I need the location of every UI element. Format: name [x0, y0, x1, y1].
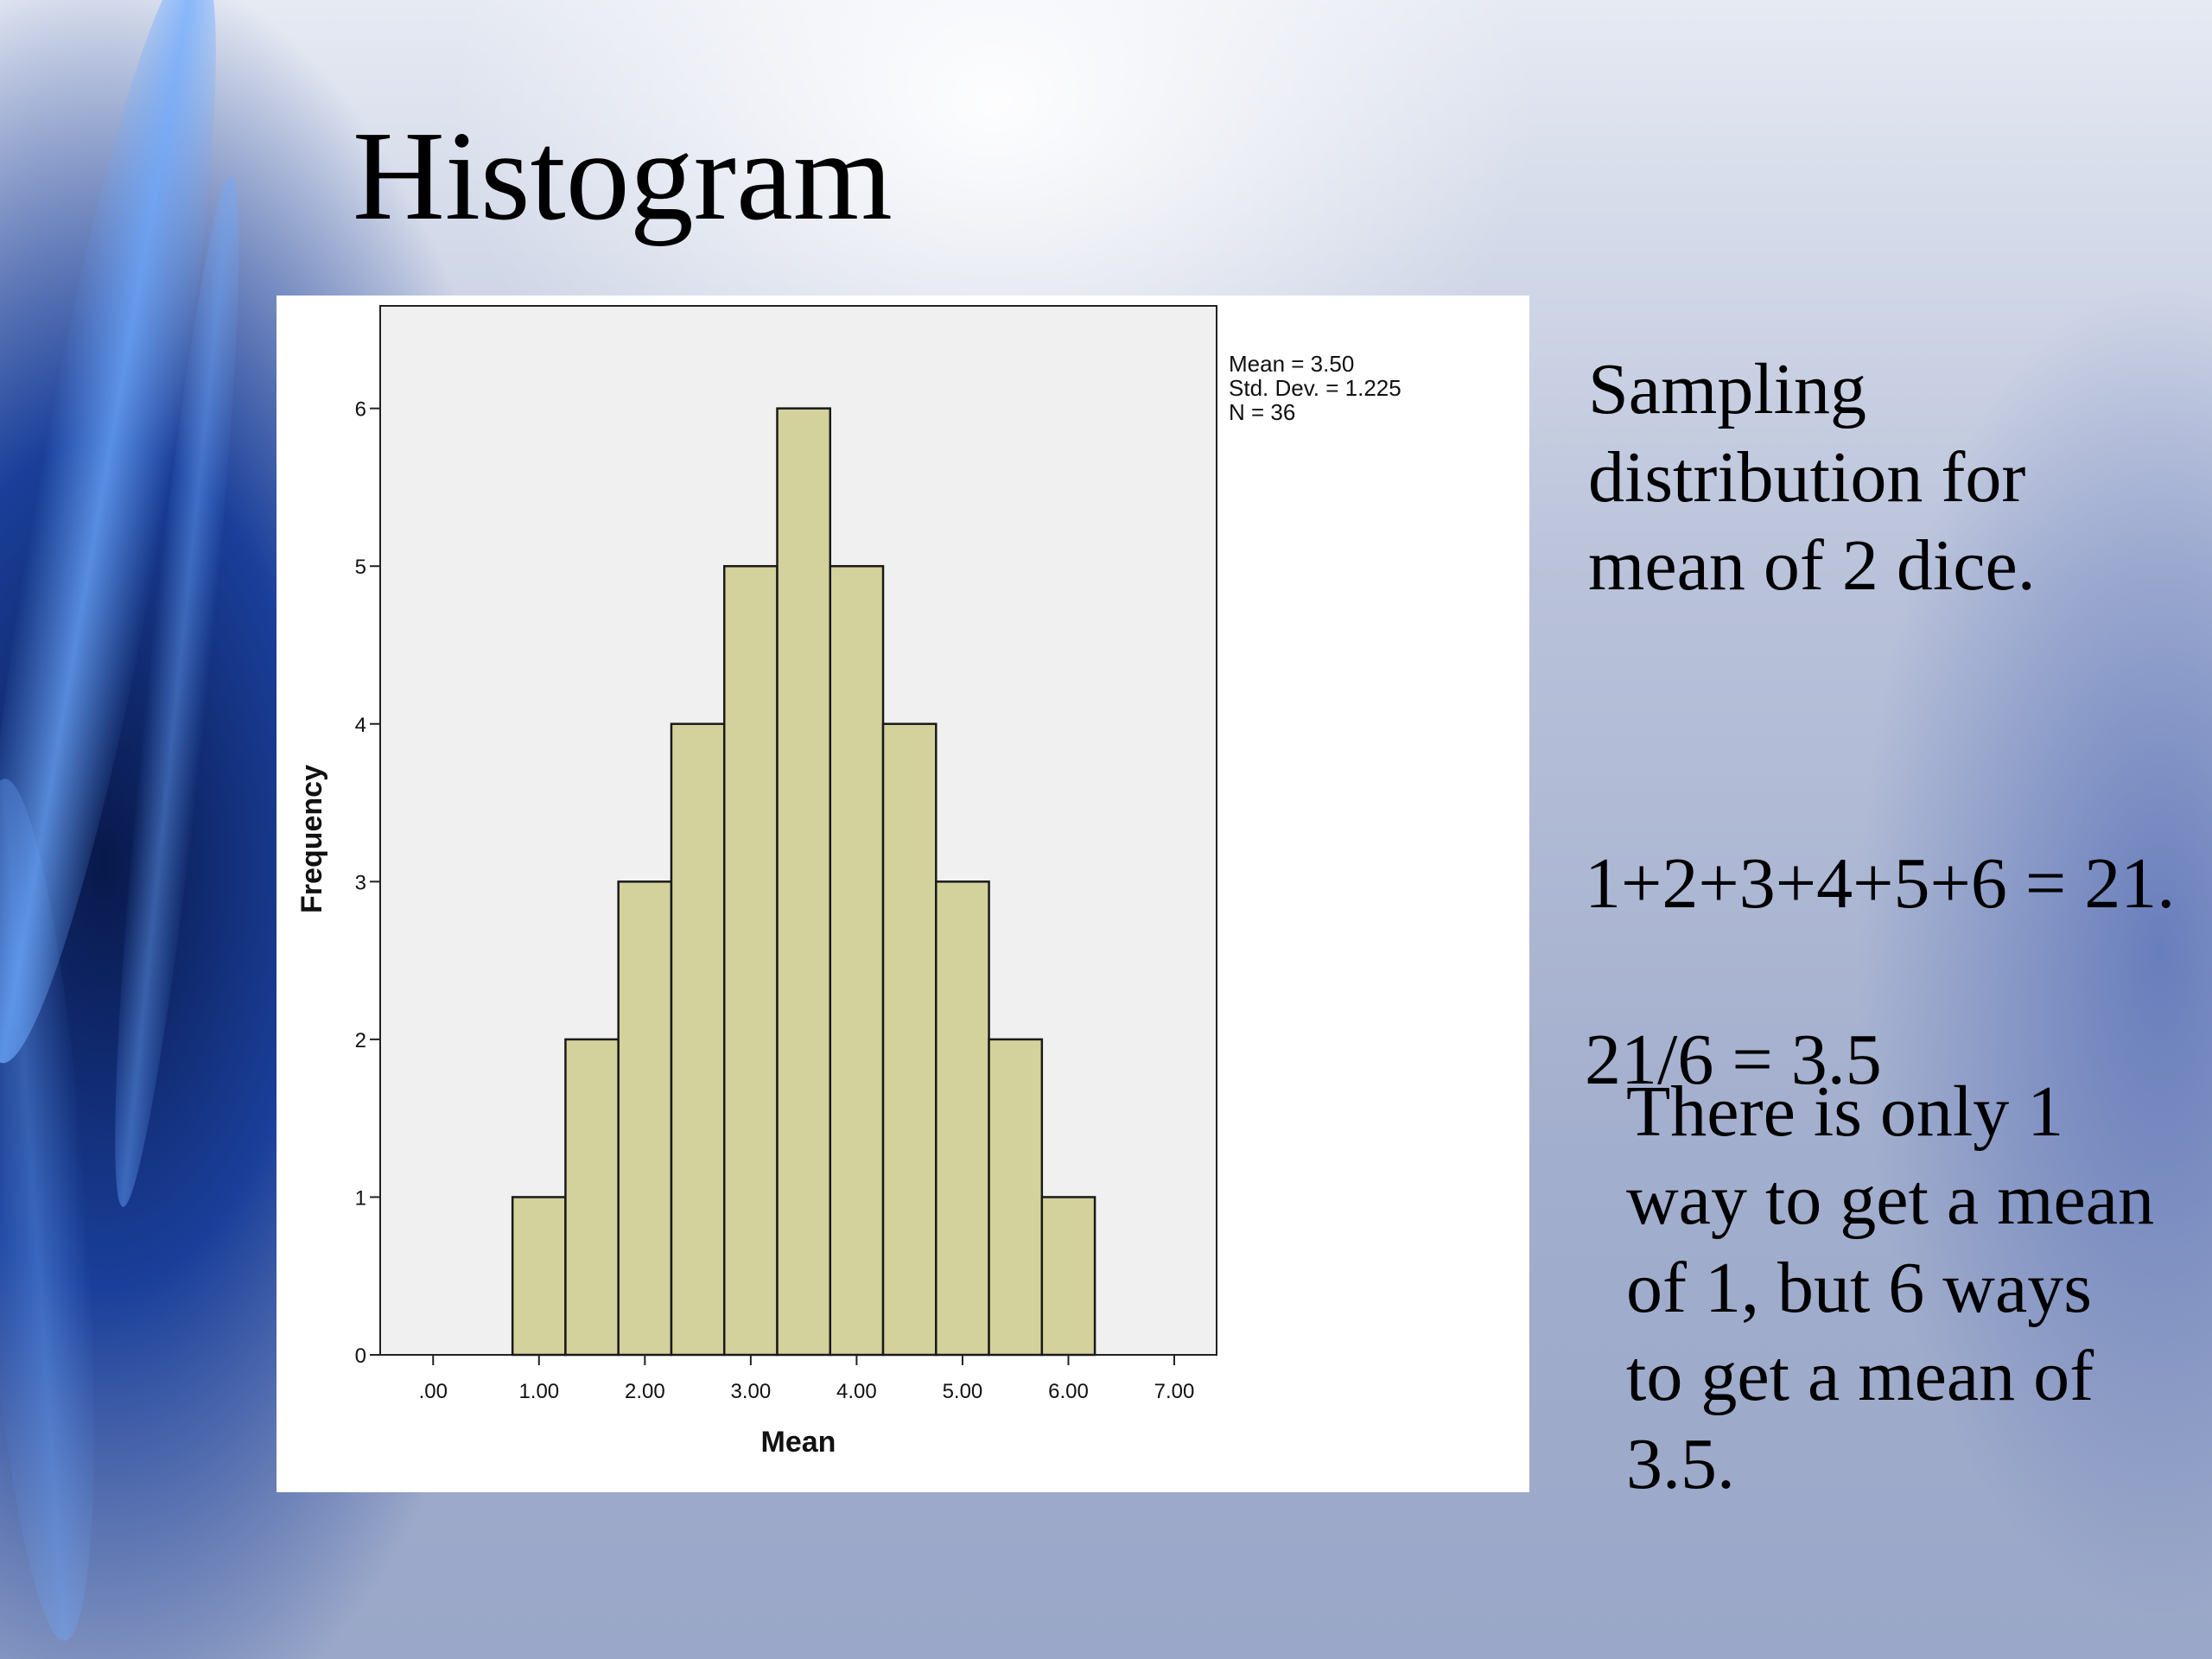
histogram-bar [988, 1038, 1044, 1357]
histogram-bar [617, 880, 673, 1357]
x-tick-label: 1.00 [518, 1380, 559, 1403]
x-tick-label: 6.00 [1048, 1380, 1089, 1403]
histogram-bar [776, 407, 832, 1357]
x-tick-label: .00 [419, 1380, 448, 1403]
y-tick-label: 1 [355, 1186, 366, 1210]
histogram-bar [881, 722, 938, 1357]
x-tick-label: 4.00 [836, 1380, 877, 1403]
ways-note: There is only 1 way to get a mean of 1, … [1626, 1071, 2155, 1504]
histogram-bar [564, 1038, 620, 1357]
mean-calculation-note: 1+2+3+4+5+6 = 21. 21/6 = 3.5 [1585, 752, 2190, 1192]
stats-legend-line: N = 36 [1229, 399, 1295, 425]
x-axis-label: Mean [761, 1426, 836, 1459]
x-tick-label: 3.00 [731, 1380, 772, 1403]
histogram-bar [935, 880, 990, 1357]
histogram-bar [1040, 1196, 1096, 1357]
calculation-line-2: 21/6 = 3.5 [1585, 1020, 1882, 1100]
histogram-bar [511, 1196, 567, 1357]
stats-legend-line: Std. Dev. = 1.225 [1229, 375, 1402, 401]
histogram-bar [722, 564, 779, 1357]
stats-legend-line: Mean = 3.50 [1229, 351, 1354, 377]
histogram-bar [670, 722, 726, 1357]
histogram-chart-panel: 0 1 2 3 4 5 6.00 1.00 2.00 3.00 4.00 5.00 6.00 7.00 Me… [276, 296, 1529, 1492]
x-tick-label: 7.00 [1154, 1380, 1195, 1403]
y-axis-label: Frequency [296, 765, 328, 913]
y-tick-label: 3 [355, 871, 366, 894]
calculation-line-1: 1+2+3+4+5+6 = 21. [1585, 843, 2176, 924]
x-tick-label: 2.00 [625, 1380, 665, 1403]
y-tick-label: 0 [355, 1344, 366, 1368]
y-tick-label: 2 [355, 1029, 366, 1052]
histogram-bar [829, 564, 885, 1357]
x-tick-label: 5.00 [943, 1380, 983, 1403]
slide-title: Histogram [353, 105, 893, 247]
sampling-distribution-note: Sampling distribution for mean of 2 dice… [1588, 349, 2036, 606]
y-tick-label: 5 [355, 556, 366, 579]
y-tick-label: 6 [355, 398, 366, 422]
y-tick-label: 4 [355, 714, 366, 737]
